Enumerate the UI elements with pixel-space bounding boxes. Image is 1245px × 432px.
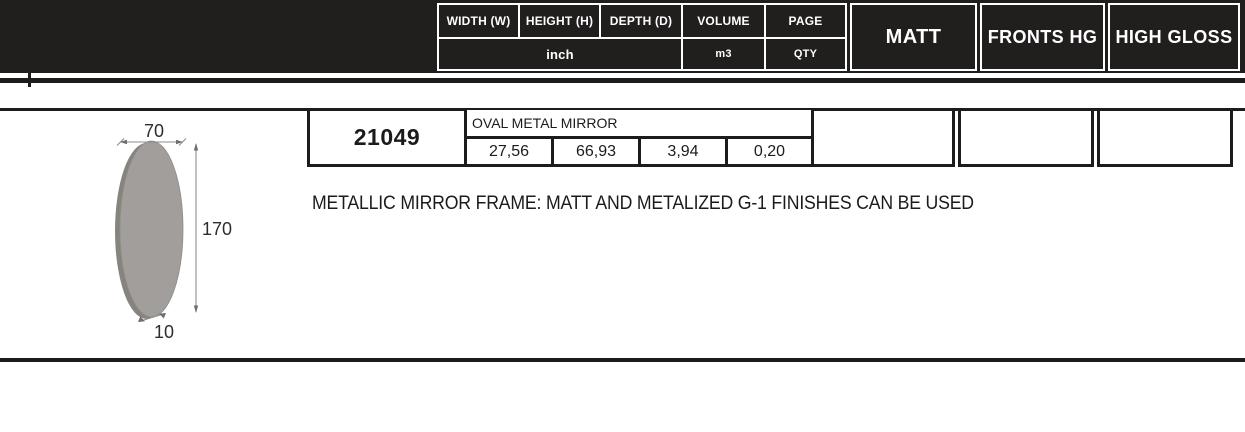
dim-width-label: 70	[144, 121, 164, 141]
volume-value-cell: 0,20	[725, 136, 814, 167]
qty-cell-high-gloss[interactable]	[1097, 108, 1233, 167]
col-header-page: PAGE	[764, 3, 847, 39]
mirror-face-shape	[119, 140, 184, 318]
product-name-cell: OVAL METAL MIRROR	[464, 108, 814, 139]
unit-header-m3: m3	[681, 37, 766, 71]
product-note: METALLIC MIRROR FRAME: MATT AND METALIZE…	[312, 193, 974, 214]
dim-depth-label: 10	[154, 322, 174, 342]
col-header-depth: DEPTH (D)	[599, 3, 683, 39]
margin-tick-mark	[28, 73, 31, 87]
row-bottom-rule	[0, 358, 1245, 362]
dimension-arrowheads	[120, 139, 199, 322]
height-value-cell: 66,93	[551, 136, 641, 167]
col-header-width: WIDTH (W)	[437, 3, 520, 39]
col-header-matt: MATT	[850, 3, 977, 71]
depth-value-cell: 3,94	[638, 136, 728, 167]
col-header-fronts-hg: FRONTS HG	[980, 3, 1105, 71]
header-bar: WIDTH (W) HEIGHT (H) DEPTH (D) VOLUME PA…	[0, 0, 1245, 73]
product-code-cell: 21049	[307, 108, 467, 167]
unit-header-qty: QTY	[764, 37, 847, 71]
unit-header-inch: inch	[437, 37, 683, 71]
header-separator-rule	[0, 78, 1245, 83]
dim-height-label: 170	[202, 219, 232, 239]
product-drawing: 70 170 10	[115, 121, 232, 342]
col-header-volume: VOLUME	[681, 3, 766, 39]
col-header-high-gloss: HIGH GLOSS	[1108, 3, 1240, 71]
qty-cell-fronts-hg[interactable]	[958, 108, 1094, 167]
width-value-cell: 27,56	[464, 136, 554, 167]
col-header-height: HEIGHT (H)	[518, 3, 601, 39]
qty-cell-matt[interactable]	[811, 108, 955, 167]
